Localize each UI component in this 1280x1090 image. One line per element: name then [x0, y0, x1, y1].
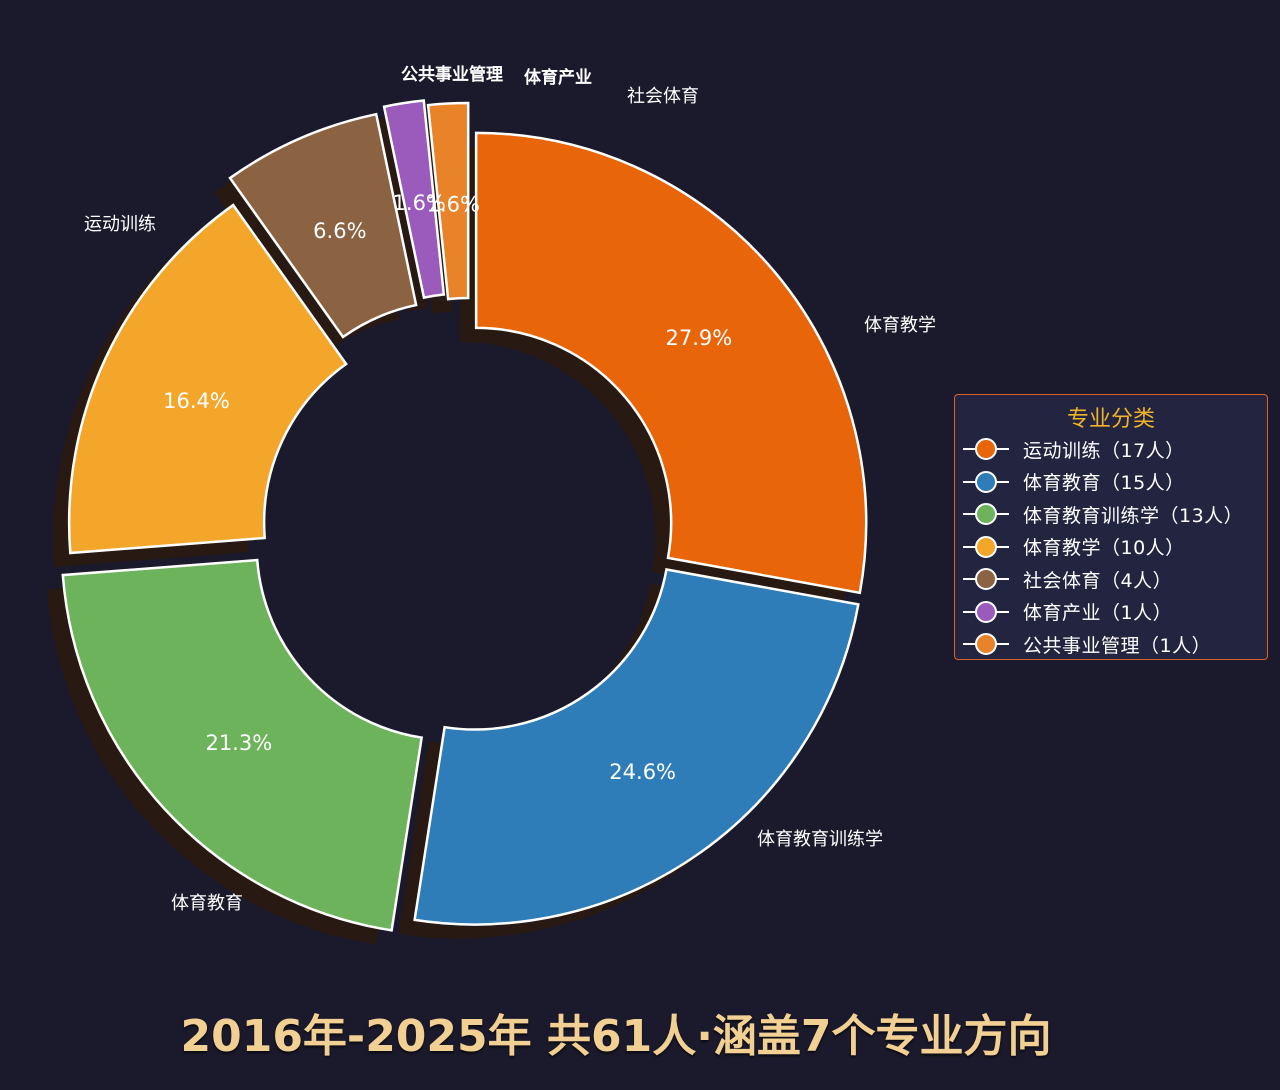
slice-7[interactable]	[426, 101, 470, 301]
slice-3[interactable]	[61, 558, 424, 932]
slice-2-category-label: 体育教育	[171, 893, 243, 914]
slice-2[interactable]	[413, 568, 860, 926]
legend-marker-icon	[963, 565, 1009, 593]
slice-3-percent-label: 21.3%	[205, 731, 272, 755]
legend-item-5[interactable]: 社会体育（4人）	[963, 565, 1172, 593]
legend-item-label: 体育教育训练学（13人）	[1023, 504, 1244, 527]
legend-item-label: 公共事业管理（1人）	[1023, 634, 1212, 657]
slice-6[interactable]	[382, 99, 446, 300]
slice-7-category-label: 公共事业管理	[401, 64, 503, 85]
legend-item-1[interactable]: 运动训练（17人）	[963, 435, 1185, 463]
legend-item-2[interactable]: 体育教育（15人）	[963, 468, 1185, 496]
slice-1-category-label: 运动训练	[84, 214, 156, 235]
legend-item-label: 社会体育（4人）	[1023, 569, 1173, 592]
legend-item-label: 体育教学（10人）	[1023, 537, 1185, 559]
legend: 专业分类 运动训练（17人） 体育教育（15人） 体育教育训练学（13人） 体育教学（…	[954, 394, 1268, 660]
slice-3-category-label: 体育教育训练学	[757, 829, 883, 850]
slice-5-percent-label: 6.6%	[313, 219, 366, 243]
slice-5[interactable]	[228, 112, 418, 339]
footer-title: 2016年-2025年 共61人·涵盖7个专业方向	[180, 1011, 1052, 1062]
legend-item-label: 体育产业（1人）	[1023, 602, 1173, 624]
legend-marker-icon	[963, 435, 1009, 463]
legend-item-label: 运动训练（17人）	[1023, 439, 1185, 462]
legend-marker-icon	[963, 630, 1009, 658]
legend-item-6[interactable]: 体育产业（1人）	[963, 598, 1172, 626]
slice-7-percent-label: 1.6%	[427, 192, 480, 216]
legend-marker-icon	[963, 500, 1009, 528]
legend-item-label: 体育教育（15人）	[1023, 472, 1185, 494]
legend-marker-icon	[963, 468, 1009, 496]
legend-marker-icon	[963, 533, 1009, 561]
slice-4[interactable]	[67, 203, 348, 555]
legend-item-7[interactable]: 公共事业管理（1人）	[963, 630, 1211, 658]
slice-2-percent-label: 24.6%	[609, 760, 676, 784]
legend-title: 专业分类	[1066, 407, 1155, 432]
slice-5-category-label: 社会体育	[627, 86, 699, 107]
slice-1[interactable]	[474, 131, 868, 595]
slice-4-percent-label: 16.4%	[163, 389, 230, 413]
slice-6-category-label: 体育产业	[524, 67, 592, 88]
legend-item-4[interactable]: 体育教学（10人）	[963, 533, 1185, 561]
legend-marker-icon	[963, 598, 1009, 626]
legend-item-3[interactable]: 体育教育训练学（13人）	[963, 500, 1243, 528]
slice-6-percent-label: 1.6%	[393, 191, 446, 215]
slice-4-category-label: 体育教学	[864, 315, 936, 336]
slice-1-percent-label: 27.9%	[665, 326, 732, 350]
